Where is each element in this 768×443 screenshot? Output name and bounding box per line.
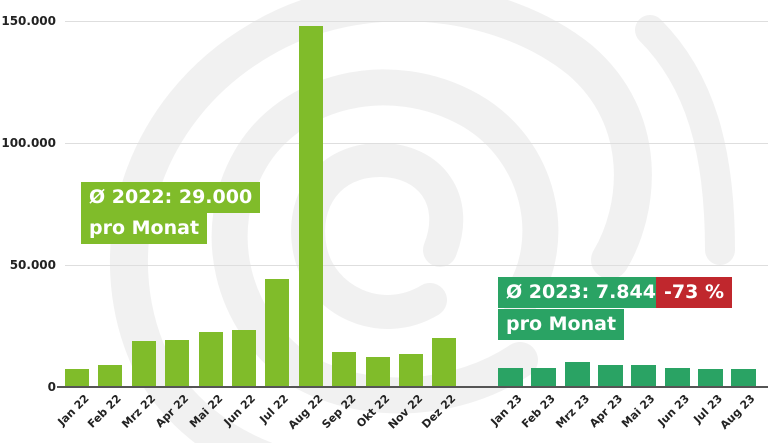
bar-okt-22 [366, 357, 390, 386]
bar-jun-23 [665, 368, 690, 386]
bar-jul-23 [698, 369, 723, 386]
bar-aug-22 [299, 26, 323, 386]
y-tick-0: 0 [47, 380, 56, 394]
bar-nov-22 [399, 354, 423, 386]
bar-feb-22 [98, 365, 122, 386]
bar-mrz-22 [132, 341, 156, 386]
change-percent-badge: -73 % [656, 277, 732, 308]
bar-mai-23 [631, 365, 656, 386]
bar-dez-22 [432, 338, 456, 386]
avg-2023-label-line1: Ø 2023: 7.844 [498, 277, 664, 308]
gridline-50000 [65, 265, 768, 266]
bar-jan-23 [498, 368, 523, 386]
bar-mrz-23 [565, 362, 590, 386]
gridline-150000 [65, 21, 768, 22]
bar-apr-22 [165, 340, 189, 386]
bar-feb-23 [531, 368, 556, 386]
avg-2022-label-line2: pro Monat [81, 213, 208, 244]
bar-jul-22 [265, 279, 289, 386]
bar-apr-23 [598, 365, 623, 386]
bar-jan-22 [65, 369, 89, 386]
bar-mai-22 [199, 332, 223, 386]
bar-aug-23 [731, 369, 756, 386]
avg-2022-label-line1: Ø 2022: 29.000 [81, 182, 261, 213]
bar-sep-22 [332, 352, 356, 386]
y-tick-150000: 150.000 [1, 14, 56, 28]
y-tick-50000: 50.000 [9, 258, 56, 272]
avg-2023-label-line2: pro Monat [498, 309, 625, 340]
y-tick-100000: 100.000 [1, 136, 56, 150]
gridline-100000 [65, 143, 768, 144]
x-axis-baseline [57, 386, 768, 388]
bar-jun-22 [232, 330, 256, 386]
